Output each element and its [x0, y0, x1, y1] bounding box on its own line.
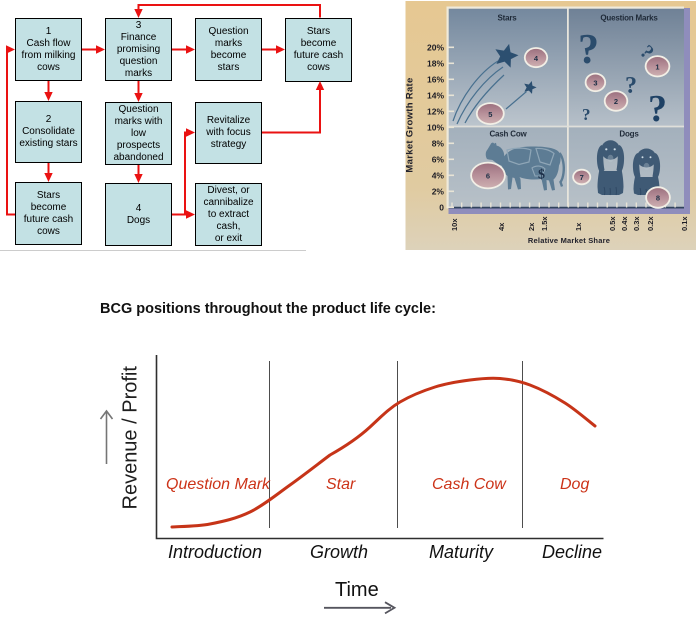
svg-text:Question Marks: Question Marks	[600, 14, 658, 23]
svg-text:20%: 20%	[427, 42, 444, 52]
svg-text:Decline: Decline	[542, 542, 602, 562]
svg-text:0.1x: 0.1x	[680, 216, 689, 231]
svg-text:1x: 1x	[574, 222, 583, 231]
svg-text:Introduction: Introduction	[168, 542, 262, 562]
svg-text:Question Mark: Question Mark	[166, 476, 271, 493]
svg-text:?: ?	[648, 88, 667, 130]
svg-text:Cash Cow: Cash Cow	[432, 476, 507, 493]
svg-text:0.2x: 0.2x	[646, 216, 655, 231]
svg-text:4%: 4%	[432, 170, 445, 180]
svg-text:Dogs: Dogs	[619, 130, 639, 139]
svg-text:4x: 4x	[497, 222, 506, 231]
svg-text:Stars: Stars	[497, 14, 517, 23]
svg-text:?: ?	[582, 105, 591, 124]
svg-text:2x: 2x	[527, 222, 536, 231]
svg-text:10x: 10x	[450, 218, 459, 231]
svg-text:6: 6	[486, 172, 490, 181]
svg-text:5: 5	[488, 110, 492, 119]
svg-text:2: 2	[614, 97, 618, 106]
svg-text:16%: 16%	[427, 74, 444, 84]
svg-text:10%: 10%	[427, 122, 444, 132]
svg-text:Dog: Dog	[560, 476, 589, 493]
svg-text:Maturity: Maturity	[429, 542, 494, 562]
svg-text:1: 1	[655, 63, 659, 72]
svg-text:1.5x: 1.5x	[540, 216, 549, 231]
svg-text:Growth: Growth	[310, 542, 368, 562]
svg-text:4: 4	[534, 54, 539, 63]
svg-text:Time: Time	[335, 579, 379, 601]
svg-text:8: 8	[656, 194, 660, 203]
svg-text:Relative Market Share: Relative Market Share	[528, 236, 610, 245]
svg-text:12%: 12%	[427, 106, 444, 116]
svg-text:Star: Star	[326, 476, 356, 493]
svg-text:8%: 8%	[432, 138, 445, 148]
svg-text:18%: 18%	[427, 58, 444, 68]
svg-text:14%: 14%	[427, 90, 444, 100]
svg-text:6%: 6%	[432, 154, 445, 164]
svg-text:Market Growth Rate: Market Growth Rate	[405, 77, 416, 172]
svg-text:$: $	[538, 168, 545, 183]
svg-text:Revenue / Profit: Revenue / Profit	[120, 366, 142, 510]
svg-text:0: 0	[439, 202, 444, 212]
svg-text:?: ?	[578, 27, 599, 73]
svg-text:0.3x: 0.3x	[632, 216, 641, 231]
svg-text:0.5x: 0.5x	[608, 216, 617, 231]
svg-text:0.4x: 0.4x	[620, 216, 629, 231]
svg-text:2%: 2%	[432, 186, 445, 196]
svg-text:Cash Cow: Cash Cow	[489, 130, 527, 139]
svg-text:7: 7	[580, 173, 584, 182]
svg-text:3: 3	[593, 79, 597, 88]
svg-text:?: ?	[625, 73, 637, 99]
